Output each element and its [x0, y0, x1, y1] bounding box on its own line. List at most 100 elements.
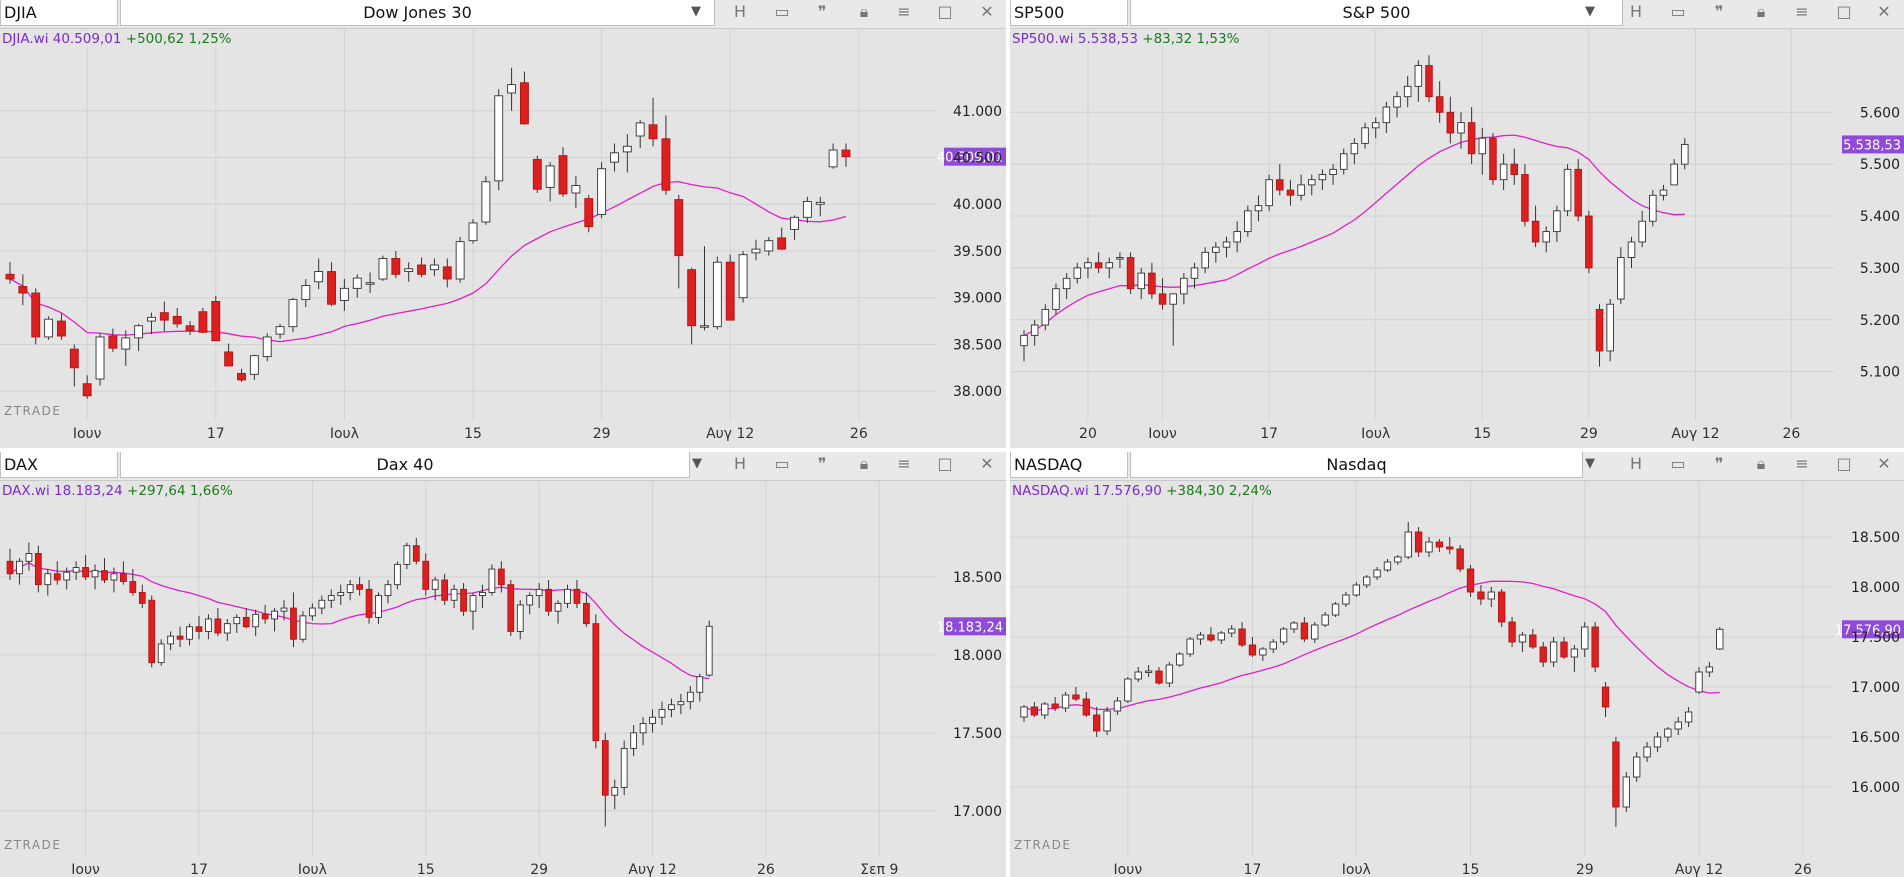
symbol-field[interactable]: DAX — [0, 452, 118, 478]
candle-body — [611, 786, 619, 796]
chevron-down-icon[interactable]: ▼ — [692, 456, 702, 471]
chevron-down-icon[interactable]: ▼ — [1585, 456, 1595, 471]
candle-body — [299, 615, 307, 640]
candle — [1105, 257, 1114, 279]
last-price-label: 5.538,53 — [1843, 138, 1901, 153]
candle-body — [1361, 127, 1369, 144]
dax-chart-pane[interactable]: DAX Dax 40 ▼ H ▭ ❞ 🔒︎ ≡ □ ✕ 18.183,24 Ιου… — [0, 452, 1006, 877]
candle — [25, 542, 33, 571]
maximize-icon[interactable]: □ — [1836, 454, 1852, 473]
price-chart[interactable]: 18.183,24 Ιουν 17 Ιουλ 15 29 Αυγ 12 26 Σεπ 9 18.5… — [0, 480, 1006, 877]
comment-icon[interactable]: ❞ — [1714, 454, 1724, 473]
candle — [147, 312, 156, 335]
maximize-icon[interactable]: □ — [937, 2, 953, 21]
candle — [1196, 632, 1205, 645]
candle — [1606, 299, 1614, 362]
x-tick-label: 29 — [1580, 426, 1598, 442]
candle — [841, 143, 851, 167]
instrument-name-field[interactable]: S&P 500 — [1130, 0, 1623, 26]
instrument-name-field[interactable]: Nasdaq — [1130, 452, 1583, 478]
lock-icon[interactable]: 🔒︎ — [859, 454, 869, 473]
candle-body — [1498, 591, 1506, 623]
menu-icon[interactable]: ≡ — [1795, 454, 1809, 473]
candle-body — [1393, 96, 1401, 108]
symbol-field[interactable]: SP500 — [1010, 0, 1128, 26]
candle — [299, 611, 307, 643]
candle-body — [318, 599, 326, 609]
candle-body — [639, 723, 647, 734]
candle-body — [356, 584, 363, 590]
candle-body — [280, 607, 288, 612]
close-icon[interactable]: ✕ — [1877, 2, 1891, 21]
candle — [1093, 707, 1101, 737]
price-chart[interactable]: 5.538,53 20 Ιουν 17 Ιουλ 15 29 Αυγ 12 26 5.600 5.5… — [1010, 28, 1904, 448]
nasdaq-chart-pane[interactable]: NASDAQ Nasdaq ▼ H ▭ ❞ 🔒︎ ≡ □ ✕ 17.576,90… — [1010, 452, 1904, 877]
y-tick-label: 39.500 — [953, 244, 1002, 260]
x-tick-label: Ιουν — [1148, 426, 1177, 442]
layout-icon[interactable]: ▭ — [774, 2, 790, 21]
layout-icon[interactable]: ▭ — [1670, 2, 1686, 21]
x-tick-label: 15 — [1462, 862, 1480, 877]
maximize-icon[interactable]: □ — [937, 454, 953, 473]
lock-icon[interactable]: 🔒︎ — [1756, 2, 1766, 21]
candle — [497, 561, 505, 593]
candle-body — [185, 325, 195, 331]
symbol-field[interactable]: NASDAQ — [1010, 452, 1128, 478]
djia-chart-pane[interactable]: DJIA Dow Jones 30 ▼ H ▭ ❞ 🔒︎ ≡ □ ✕ 40.50… — [0, 0, 1006, 448]
candle — [545, 162, 555, 202]
menu-icon[interactable]: ≡ — [897, 454, 911, 473]
candle — [1321, 612, 1329, 627]
sp500-chart-pane[interactable]: SP500 S&P 500 ▼ H ▭ ❞ 🔒︎ ≡ □ ✕ 5.538,53 2… — [1010, 0, 1904, 448]
candle-body — [1508, 621, 1516, 643]
candle-body — [1531, 220, 1540, 243]
instrument-name-field[interactable]: Dow Jones 30 — [120, 0, 715, 26]
price-chart[interactable]: 40.509,01 Ιουν 17 Ιουλ 15 29 Αυγ 12 26 41.000 40.… — [0, 28, 1006, 448]
highlight-icon[interactable]: H — [1629, 2, 1643, 21]
comment-icon[interactable]: ❞ — [817, 2, 827, 21]
comment-icon[interactable]: ❞ — [1714, 2, 1724, 21]
quote-change: +384,30 2,24% — [1166, 483, 1272, 499]
candle-body — [352, 277, 362, 289]
candle — [526, 592, 534, 615]
candle-body — [110, 573, 118, 581]
candle-body — [1286, 189, 1295, 196]
candle — [18, 274, 28, 306]
symbol-field[interactable]: DJIA — [0, 0, 118, 26]
candle-body — [1082, 698, 1090, 716]
candle-body — [516, 604, 524, 632]
candle — [1073, 262, 1082, 284]
close-icon[interactable]: ✕ — [980, 2, 994, 21]
candle — [601, 732, 609, 827]
candle-body — [1228, 628, 1236, 634]
lock-icon[interactable]: 🔒︎ — [1756, 454, 1766, 473]
highlight-icon[interactable]: H — [733, 2, 747, 21]
candle — [365, 272, 375, 294]
candle — [1297, 174, 1305, 201]
price-chart[interactable]: 17.576,90 Ιουν 17 Ιουλ 15 29 Αυγ 12 26 18.500 18.… — [1010, 480, 1904, 877]
menu-icon[interactable]: ≡ — [1795, 2, 1809, 21]
close-icon[interactable]: ✕ — [980, 454, 994, 473]
highlight-icon[interactable]: H — [1629, 454, 1643, 473]
candle — [1222, 236, 1231, 258]
close-icon[interactable]: ✕ — [1877, 454, 1891, 473]
candle-body — [1233, 231, 1241, 243]
candle — [1653, 732, 1662, 752]
instrument-name-field[interactable]: Dax 40 — [120, 452, 690, 478]
candle-body — [1248, 644, 1257, 656]
candle-body — [1030, 324, 1039, 336]
candle — [327, 589, 335, 609]
x-tick-label: 29 — [593, 426, 611, 442]
maximize-icon[interactable]: □ — [1836, 2, 1852, 21]
layout-icon[interactable]: ▭ — [1670, 454, 1686, 473]
highlight-icon[interactable]: H — [733, 454, 747, 473]
candle — [507, 67, 517, 111]
menu-icon[interactable]: ≡ — [897, 2, 911, 21]
comment-icon[interactable]: ❞ — [817, 454, 827, 473]
layout-icon[interactable]: ▭ — [774, 454, 790, 473]
chevron-down-icon[interactable]: ▼ — [691, 4, 701, 19]
chevron-down-icon[interactable]: ▼ — [1585, 4, 1595, 19]
candle — [1062, 273, 1071, 300]
lock-icon[interactable]: 🔒︎ — [859, 2, 869, 21]
candle — [412, 537, 420, 565]
candle-body — [129, 581, 137, 593]
